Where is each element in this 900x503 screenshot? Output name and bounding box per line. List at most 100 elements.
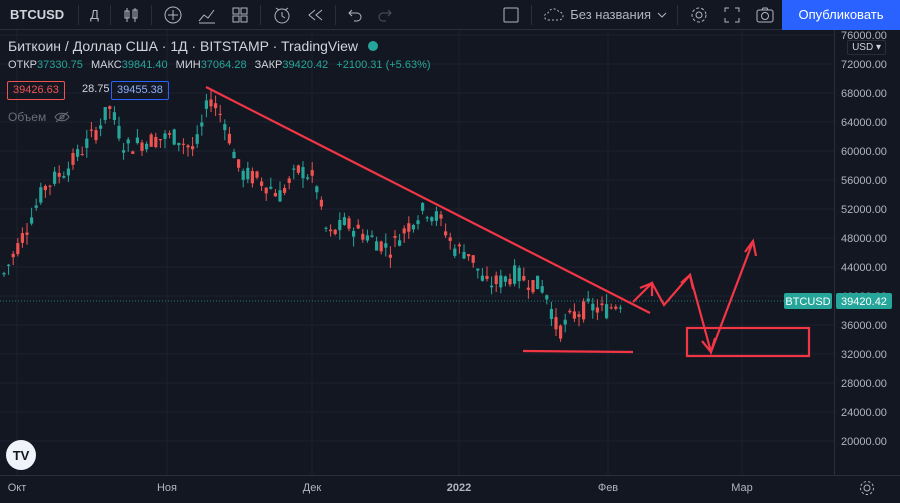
candle-body [85,138,89,148]
candles-icon[interactable] [115,0,147,30]
candle-body [485,275,489,280]
time-axis[interactable]: Окт Ноя Дек 2022 Фев Мар [8,482,753,494]
candle-body [430,217,434,222]
candle-body [444,231,448,236]
candle-body [11,253,15,258]
price-tick-label: 76000.00 [841,30,887,42]
candle-body [264,187,268,194]
spread-value: 28.75 [82,83,110,95]
candle-body [209,99,213,107]
candle-body [278,190,282,202]
candle-body [237,159,241,168]
candle-body [62,176,66,178]
chart-grid [0,30,834,475]
price-axis-border [834,30,835,475]
candle-body [568,310,572,313]
candle-body [582,301,586,320]
replay-icon[interactable] [299,0,331,30]
open-key: ОТКР [8,59,38,71]
target-zone-rectangle[interactable] [685,326,811,358]
layout-name-button[interactable]: Без названия [536,7,673,22]
price-tick-label: 60000.00 [841,146,887,158]
interval-button[interactable]: Д [90,7,99,22]
fullscreen-icon[interactable] [716,0,748,30]
series-legend[interactable]: Биткоин / Доллар США · 1Д · BITSTAMP · T… [8,38,378,54]
toolbar-divider [677,4,678,25]
candle-body [595,307,599,313]
candle-body [48,185,52,187]
templates-icon[interactable] [224,0,256,30]
candle-body [545,295,549,300]
time-tick-label: Мар [731,482,753,494]
sell-button[interactable]: 39426.63 [7,81,65,100]
time-axis-border [0,475,900,476]
indicators-icon[interactable] [190,0,224,30]
undo-icon[interactable] [340,0,370,30]
candle-body [499,275,503,288]
redo-icon[interactable] [370,0,400,30]
candle-body [131,151,135,154]
candle-body [99,125,103,129]
price-axis[interactable]: 76000.00 72000.00 68000.00 64000.00 60000.00… [841,30,887,448]
candle-body [172,129,176,145]
price-tick-label: 68000.00 [841,88,887,100]
candle-body [563,319,567,325]
trendline-drawing[interactable] [205,86,651,314]
candle-body [476,268,480,271]
cloud-icon [544,7,564,20]
price-tick-label: 32000.00 [841,349,887,361]
candle-body [439,214,443,219]
candle-body [154,136,158,148]
candle-body [108,106,112,109]
candle-body [89,129,93,131]
arrow-head-drawing [701,337,717,355]
chart-settings-gear-icon[interactable] [858,479,876,497]
candle-body [448,237,452,241]
candle-body [223,124,227,131]
candle-body [522,275,526,281]
price-tick-label: 72000.00 [841,59,887,71]
symbol-search-button[interactable]: BTCUSD [10,6,65,22]
support-line-drawing[interactable] [522,349,634,354]
volume-legend[interactable]: Объем [8,110,70,124]
candle-body [375,241,379,251]
candle-body [356,224,360,229]
candle-body [517,267,521,282]
price-tick-label: 20000.00 [841,436,887,448]
candle-body [531,280,535,293]
toolbar-divider [109,4,111,25]
candlestick-series [2,89,622,342]
add-indicator-icon[interactable] [156,0,190,30]
candle-body [457,244,461,247]
time-tick-label: 2022 [447,482,471,494]
candle-body [117,125,121,139]
publish-button[interactable]: Опубликовать [782,0,900,30]
tradingview-logo[interactable]: TV [6,440,36,470]
toolbar-divider [334,4,336,25]
alert-clock-icon[interactable] [265,0,299,30]
candle-body [411,225,415,230]
candle-body [241,170,245,180]
candle-body [66,168,70,176]
candle-body [388,254,392,258]
candle-body [214,103,218,109]
currency-selector[interactable]: USD ▾ [847,40,886,55]
candle-body [80,154,84,156]
candle-body [260,181,264,186]
eye-hidden-icon[interactable] [54,111,70,123]
currency-label: USD [852,42,874,53]
gear-icon[interactable] [682,0,716,30]
camera-icon[interactable] [748,0,782,30]
candle-body [462,251,466,259]
candle-body [292,168,296,170]
candle-body [71,153,75,165]
candle-body [503,276,507,282]
layout-name-label: Без названия [570,7,651,22]
buy-button[interactable]: 39455.38 [111,81,169,100]
layout-icon[interactable] [495,0,527,30]
projection-path-drawing[interactable] [632,243,754,356]
candle-body [200,122,204,127]
candle-body [283,187,287,193]
candle-body [425,217,429,219]
